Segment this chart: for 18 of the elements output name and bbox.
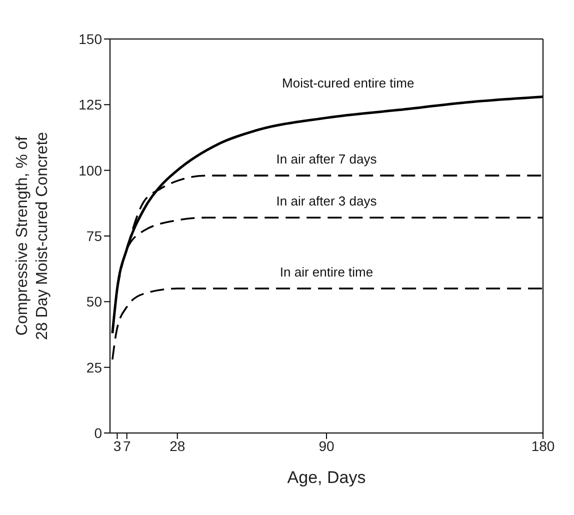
series-label: In air entire time <box>280 264 374 280</box>
y-tick-label: 0 <box>94 424 102 441</box>
x-tick-label: 28 <box>170 438 186 454</box>
y-tick-label: 100 <box>78 162 102 178</box>
series-label: In air after 3 days <box>276 194 378 209</box>
y-axis-title: Compressive Strength, % of 28 Day Moist-cured Concrete <box>14 132 51 340</box>
series-label: Moist-cured entire time <box>282 75 414 90</box>
y-tick-label: 50 <box>86 294 102 310</box>
x-tick-label: 180 <box>531 438 555 454</box>
series-label: In air after 7 days <box>276 152 378 167</box>
y-tick-label: 125 <box>78 96 102 113</box>
x-tick-label: 90 <box>318 438 334 454</box>
x-axis-title: Age, Days <box>287 468 366 487</box>
x-tick-label: 7 <box>122 438 131 454</box>
y-tick-label: 25 <box>86 359 102 376</box>
x-tick-label: 3 <box>113 438 122 454</box>
y-tick-label: 150 <box>78 30 102 47</box>
y-tick-label: 75 <box>86 228 102 244</box>
